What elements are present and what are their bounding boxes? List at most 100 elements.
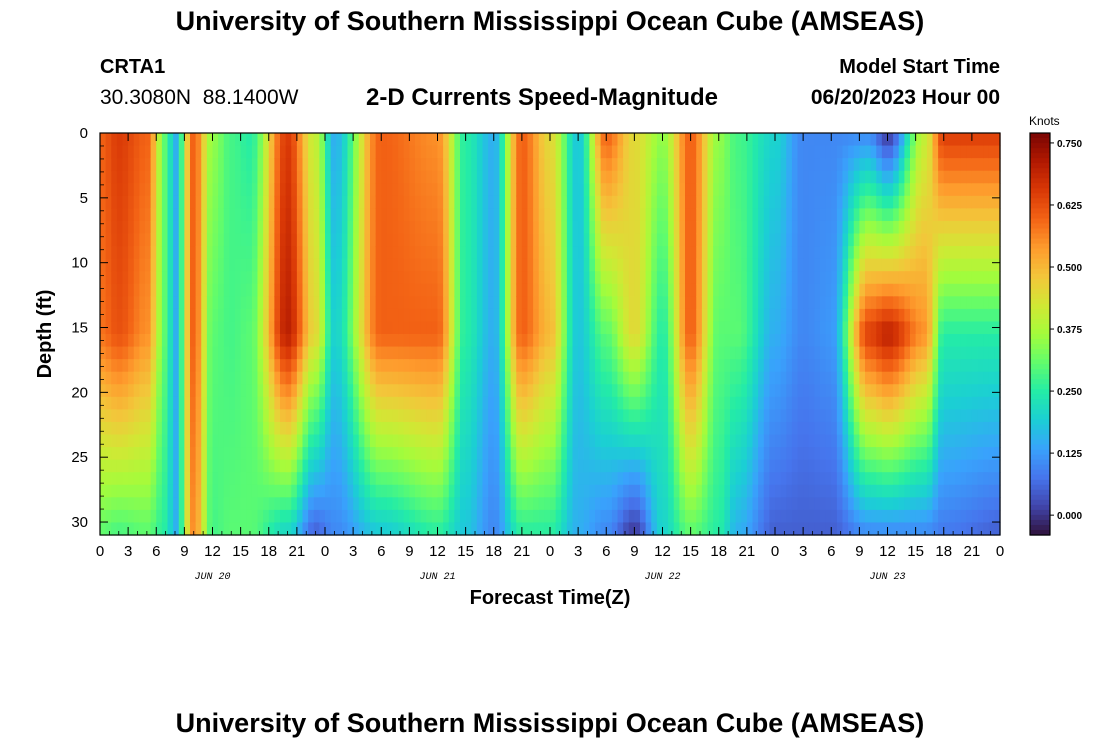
- heatmap-cell: [769, 195, 776, 209]
- heatmap-cell: [583, 447, 590, 461]
- heatmap-cell: [353, 421, 360, 436]
- heatmap-cell: [707, 133, 714, 147]
- heatmap-cell: [949, 233, 956, 247]
- heatmap-cell: [701, 522, 709, 536]
- heatmap-cell: [566, 308, 574, 323]
- heatmap-cell: [555, 195, 562, 209]
- heatmap-cell: [448, 145, 455, 159]
- heatmap-cell: [724, 509, 731, 524]
- heatmap-cell: [971, 195, 979, 209]
- heatmap-cell: [381, 434, 388, 448]
- heatmap-cell: [291, 346, 298, 360]
- heatmap-cell: [431, 509, 439, 524]
- heatmap-cell: [926, 434, 934, 448]
- heatmap-cell: [190, 421, 197, 436]
- heatmap-cell: [876, 509, 883, 524]
- heatmap-cell: [730, 195, 737, 209]
- heatmap-cell: [814, 220, 821, 235]
- heatmap-cell: [876, 522, 883, 536]
- heatmap-cell: [859, 170, 866, 184]
- heatmap-cell: [791, 195, 799, 209]
- heatmap-cell: [313, 145, 320, 159]
- heatmap-cell: [448, 459, 455, 473]
- heatmap-cell: [752, 195, 759, 209]
- heatmap-cell: [370, 158, 377, 172]
- heatmap-cell: [859, 133, 866, 147]
- heatmap-cell: [426, 472, 433, 486]
- heatmap-cell: [296, 258, 304, 272]
- heatmap-cell: [685, 346, 692, 360]
- heatmap-cell: [454, 283, 461, 297]
- heatmap-cell: [336, 371, 343, 385]
- heatmap-cell: [161, 145, 169, 159]
- heatmap-cell: [898, 334, 905, 348]
- heatmap-cell: [381, 321, 388, 335]
- heatmap-cell: [780, 447, 787, 461]
- heatmap-cell: [668, 283, 675, 297]
- heatmap-cell: [572, 133, 579, 147]
- heatmap-cell: [791, 384, 799, 398]
- heatmap-cell: [325, 447, 332, 461]
- heatmap-cell: [797, 359, 804, 373]
- heatmap-cell: [752, 308, 759, 323]
- heatmap-cell: [150, 497, 157, 511]
- heatmap-cell: [786, 522, 793, 536]
- heatmap-cell: [240, 195, 247, 209]
- heatmap-cell: [763, 258, 770, 272]
- heatmap-cell: [443, 384, 450, 398]
- heatmap-cell: [949, 321, 956, 335]
- heatmap-cell: [330, 208, 337, 222]
- heatmap-cell: [251, 509, 259, 524]
- heatmap-cell: [758, 509, 765, 524]
- heatmap-cell: [786, 246, 793, 260]
- heatmap-cell: [100, 233, 107, 247]
- heatmap-cell: [184, 271, 191, 285]
- heatmap-cell: [448, 396, 455, 410]
- heatmap-cell: [791, 509, 799, 524]
- heatmap-cell: [679, 183, 686, 197]
- heatmap-cell: [375, 371, 382, 385]
- heatmap-cell: [926, 158, 934, 172]
- heatmap-cell: [218, 220, 225, 235]
- heatmap-cell: [347, 409, 354, 423]
- heatmap-cell: [881, 321, 889, 335]
- heatmap-cell: [375, 296, 382, 310]
- heatmap-cell: [634, 258, 641, 272]
- heatmap-cell: [268, 220, 275, 235]
- heatmap-cell: [510, 158, 517, 172]
- heatmap-cell: [842, 158, 849, 172]
- heatmap-cell: [257, 283, 264, 297]
- heatmap-cell: [274, 472, 281, 486]
- heatmap-cell: [640, 308, 647, 323]
- heatmap-cell: [865, 472, 872, 486]
- heatmap-cell: [746, 334, 754, 348]
- heatmap-cell: [133, 447, 140, 461]
- heatmap-cell: [955, 283, 962, 297]
- heatmap-cell: [527, 296, 534, 310]
- heatmap-cell: [966, 195, 973, 209]
- heatmap-cell: [932, 472, 939, 486]
- heatmap-cell: [403, 220, 410, 235]
- heatmap-cell: [544, 484, 551, 498]
- heatmap-cell: [325, 509, 332, 524]
- heatmap-cell: [325, 296, 332, 310]
- heatmap-cell: [724, 484, 731, 498]
- heatmap-cell: [516, 246, 523, 260]
- heatmap-cell: [167, 133, 174, 147]
- heatmap-cell: [263, 421, 270, 436]
- heatmap-cell: [932, 384, 939, 398]
- heatmap-cell: [600, 271, 607, 285]
- heatmap-cell: [482, 183, 489, 197]
- heatmap-cell: [308, 170, 315, 184]
- heatmap-cell: [482, 308, 489, 323]
- heatmap-cell: [325, 246, 332, 260]
- heatmap-cell: [493, 409, 500, 423]
- heatmap-cell: [364, 409, 371, 423]
- heatmap-cell: [887, 334, 894, 348]
- heatmap-cell: [493, 346, 500, 360]
- heatmap-cell: [690, 321, 697, 335]
- heatmap-cell: [212, 359, 219, 373]
- heatmap-cell: [184, 396, 191, 410]
- heatmap-cell: [544, 459, 551, 473]
- heatmap-cell: [926, 208, 934, 222]
